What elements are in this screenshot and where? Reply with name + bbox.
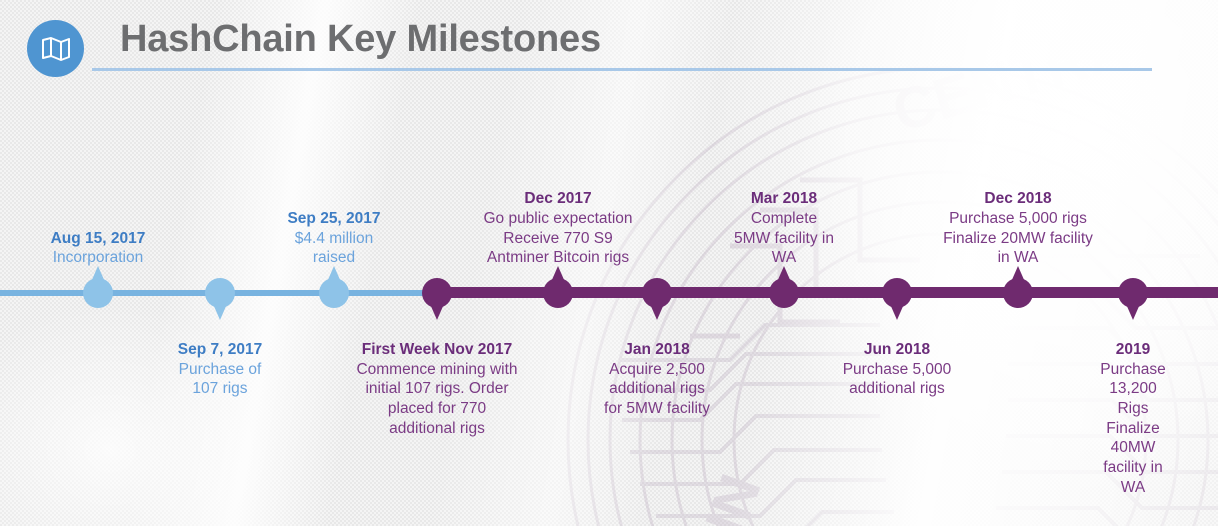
timeline-marker[interactable] xyxy=(882,278,912,320)
milestone-date: Mar 2018 xyxy=(750,190,818,208)
page-title: HashChain Key Milestones xyxy=(120,18,601,60)
timeline-milestone-label: Sep 25, 2017 $4.4 million raised xyxy=(287,209,380,268)
milestone-description-line: in WA xyxy=(997,249,1039,267)
timeline-marker[interactable] xyxy=(543,266,573,308)
timeline-milestone-label: Jun 2018 Purchase 5,000 additional rigs xyxy=(843,340,952,399)
milestone-description-line: $4.4 million xyxy=(294,229,374,247)
timeline-marker[interactable] xyxy=(205,278,235,320)
milestone-description-line: additional rigs xyxy=(609,380,705,398)
timeline-marker-dot xyxy=(83,278,113,308)
milestone-description-line: for 5MW facility xyxy=(604,400,710,418)
timeline-milestone-label: Jan 2018 Acquire 2,500 additional rigs for … xyxy=(604,340,710,419)
milestone-description-line: initial 107 rigs. Order xyxy=(365,380,509,398)
milestone-description: Purchase 5,000 rigs Finalize 20MW facilit… xyxy=(943,209,1093,268)
timeline-marker-dot xyxy=(1003,278,1033,308)
milestone-description: Purchase 13,200 Rigs Finalize 40MW facilit… xyxy=(1091,360,1176,498)
milestone-description-line: Acquire 2,500 xyxy=(609,360,705,378)
milestone-description: Complete 5MW facility in WA xyxy=(734,209,834,268)
milestone-description-line: Complete xyxy=(750,209,818,227)
timeline-marker[interactable] xyxy=(769,266,799,308)
timeline-marker-dot xyxy=(205,278,235,308)
milestone-description-line: WA xyxy=(1120,478,1146,496)
timeline-marker-pointer xyxy=(430,304,444,320)
milestone-date: Dec 2017 xyxy=(524,190,592,208)
timeline-milestone-label: Aug 15, 2017 Incorporation xyxy=(51,229,146,268)
milestone-description-line: Incorporation xyxy=(52,249,144,267)
milestone-date: 2019 xyxy=(1115,341,1151,358)
timeline-marker-pointer xyxy=(890,304,904,320)
milestone-description-line: Go public expectation xyxy=(483,209,633,227)
milestone-description: $4.4 million raised xyxy=(287,229,380,268)
milestone-date: Sep 7, 2017 xyxy=(177,341,263,358)
milestone-description: Purchase of 107 rigs xyxy=(178,360,262,399)
timeline-marker-dot xyxy=(319,278,349,308)
timeline-marker-dot xyxy=(543,278,573,308)
milestone-description-line: Antminer Bitcoin rigs xyxy=(486,249,630,267)
milestone-description: Commence mining with initial 107 rigs. Or… xyxy=(356,360,517,439)
milestone-description-line: Purchase 5,000 rigs xyxy=(949,209,1087,227)
timeline-axis-later-phase xyxy=(430,287,1218,298)
milestone-description-line: 107 rigs xyxy=(192,380,248,398)
milestone-description-line: 5MW facility in xyxy=(734,229,834,247)
milestone-date: Aug 15, 2017 xyxy=(50,229,146,247)
timeline-marker-dot xyxy=(1118,278,1148,308)
timeline-marker[interactable] xyxy=(319,266,349,308)
milestone-date: Sep 25, 2017 xyxy=(287,209,381,227)
milestone-date: Jan 2018 xyxy=(624,341,690,358)
timeline-milestone-label: Mar 2018 Complete 5MW facility in WA xyxy=(734,189,834,268)
milestone-description: Go public expectation Receive 770 S9 Antmi… xyxy=(483,209,632,268)
milestone-description-line: placed for 770 xyxy=(387,400,487,418)
timeline-marker[interactable] xyxy=(1118,278,1148,320)
header-divider xyxy=(92,68,1152,71)
timeline-marker-pointer xyxy=(213,304,227,320)
milestone-description: Purchase 5,000 additional rigs xyxy=(843,360,952,399)
milestone-description-line: Purchase 5,000 xyxy=(842,360,952,378)
timeline-marker-dot xyxy=(642,278,672,308)
timeline-marker-pointer xyxy=(1126,304,1140,320)
milestone-date: Dec 2018 xyxy=(984,190,1052,208)
milestone-date: Jun 2018 xyxy=(863,341,931,358)
milestone-description-line: raised xyxy=(312,249,356,267)
page-header: HashChain Key Milestones xyxy=(0,0,1218,96)
timeline-marker[interactable] xyxy=(83,266,113,308)
timeline-marker[interactable] xyxy=(642,278,672,320)
milestone-description-line: Receive 770 S9 xyxy=(503,229,613,247)
timeline-milestone-label: First Week Nov 2017 Commence mining with i… xyxy=(356,340,517,438)
milestone-description: Incorporation xyxy=(51,248,146,268)
timeline-marker[interactable] xyxy=(422,278,452,320)
timeline-milestone-label: Dec 2017 Go public expectation Receive 770… xyxy=(483,189,632,268)
milestone-description-line: 40MW facility in xyxy=(1103,439,1163,477)
timeline-marker-dot xyxy=(769,278,799,308)
milestone-description-line: additional rigs xyxy=(389,419,485,437)
timeline-marker-dot xyxy=(882,278,912,308)
milestone-description-line: WA xyxy=(771,249,797,267)
milestone-description-line: Purchase of xyxy=(178,360,262,378)
timeline-marker-pointer xyxy=(650,304,664,320)
timeline-milestone-label: Dec 2018 Purchase 5,000 rigs Finalize 20MW… xyxy=(943,189,1093,268)
milestone-description-line: additional rigs xyxy=(849,380,945,398)
milestone-description-line: Commence mining with xyxy=(356,360,518,378)
milestone-date: First Week Nov 2017 xyxy=(361,341,513,358)
timeline-milestone-label: Sep 7, 2017 Purchase of 107 rigs xyxy=(178,340,262,399)
timeline-marker[interactable] xyxy=(1003,266,1033,308)
milestone-description-line: Rigs Finalize xyxy=(1106,400,1160,437)
milestone-description-line: Finalize 20MW facility xyxy=(943,229,1093,247)
milestone-description-line: Purchase 13,200 xyxy=(1100,360,1166,398)
timeline-milestone-label: 2019 Purchase 13,200 Rigs Finalize 40MW fac… xyxy=(1091,340,1176,497)
map-book-icon xyxy=(27,20,84,77)
timeline-marker-dot xyxy=(422,278,452,308)
milestone-description: Acquire 2,500 additional rigs for 5MW faci… xyxy=(604,360,710,419)
